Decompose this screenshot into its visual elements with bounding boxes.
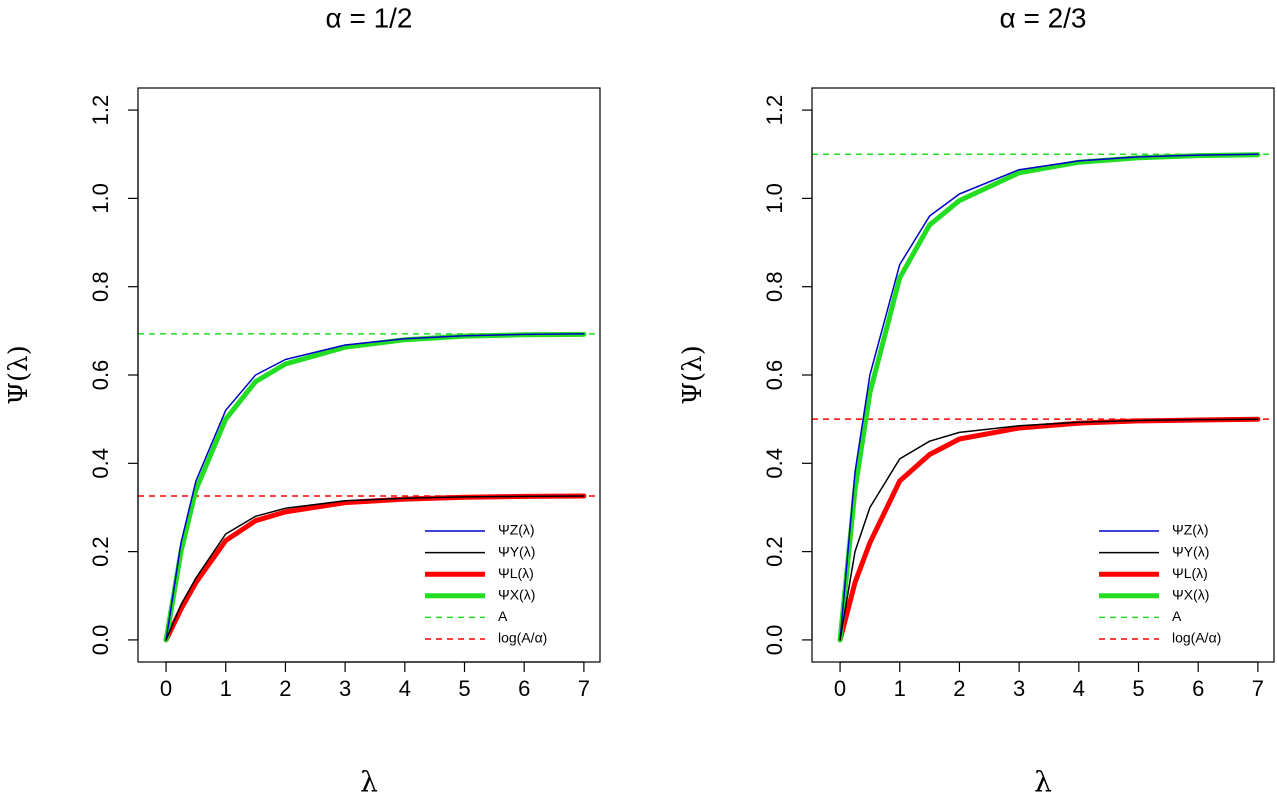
plot-box (811, 87, 1275, 663)
legend-label: log(A/α) (1172, 630, 1221, 646)
x-tick-label: 4 (399, 676, 411, 701)
x-tick-label: 5 (458, 676, 470, 701)
legend-label: A (498, 608, 508, 624)
y-tick-label: 0.6 (88, 360, 113, 391)
x-tick-label: 4 (1073, 676, 1085, 701)
x-tick-label: 0 (834, 676, 846, 701)
legend-label: ΨX(λ) (498, 587, 535, 603)
y-tick-label: 1.0 (88, 183, 113, 214)
legend-label: ΨZ(λ) (1172, 522, 1209, 538)
series-line (837, 152, 1261, 643)
y-axis-label: Ψ(λ) (4, 345, 34, 405)
legend-label: ΨL(λ) (1172, 565, 1208, 581)
x-tick-label: 1 (220, 676, 232, 701)
series-line (165, 495, 585, 641)
x-tick-label: 3 (1013, 676, 1025, 701)
x-tick-label: 6 (1192, 676, 1204, 701)
series-line (839, 418, 1259, 641)
series-line (839, 153, 1259, 641)
y-tick-label: 0.8 (88, 271, 113, 302)
legend-label: ΨZ(λ) (498, 522, 535, 538)
y-tick-label: 0.2 (762, 536, 787, 567)
legend-label: log(A/α) (498, 630, 547, 646)
y-tick-label: 1.0 (762, 183, 787, 214)
chart-title: α = 2/3 (999, 2, 1086, 33)
x-tick-label: 7 (578, 676, 590, 701)
x-tick-label: 6 (518, 676, 530, 701)
y-tick-label: 0.4 (88, 448, 113, 479)
x-tick-label: 5 (1132, 676, 1144, 701)
y-axis-label: Ψ(λ) (678, 345, 708, 405)
y-tick-label: 1.2 (88, 95, 113, 126)
y-tick-label: 0.6 (762, 360, 787, 391)
legend-label: ΨL(λ) (498, 565, 534, 581)
x-tick-label: 2 (953, 676, 965, 701)
y-tick-label: 0.0 (762, 625, 787, 656)
x-tick-label: 3 (339, 676, 351, 701)
x-tick-label: 7 (1252, 676, 1264, 701)
legend-label: ΨX(λ) (1172, 587, 1209, 603)
y-tick-label: 0.0 (88, 625, 113, 656)
chart-title: α = 1/2 (325, 2, 412, 33)
legend-label: ΨY(λ) (1172, 543, 1209, 559)
x-tick-label: 1 (894, 676, 906, 701)
y-tick-label: 0.4 (762, 448, 787, 479)
y-tick-label: 0.8 (762, 271, 787, 302)
plot-box (137, 87, 601, 663)
x-axis-label: λ (1034, 766, 1052, 798)
legend-label: ΨY(λ) (498, 543, 535, 559)
legend-label: A (1172, 608, 1182, 624)
y-tick-label: 0.2 (88, 536, 113, 567)
series-line (165, 333, 585, 641)
x-tick-label: 0 (160, 676, 172, 701)
y-tick-label: 1.2 (762, 95, 787, 126)
x-axis-label: λ (360, 766, 378, 798)
x-tick-label: 2 (279, 676, 291, 701)
